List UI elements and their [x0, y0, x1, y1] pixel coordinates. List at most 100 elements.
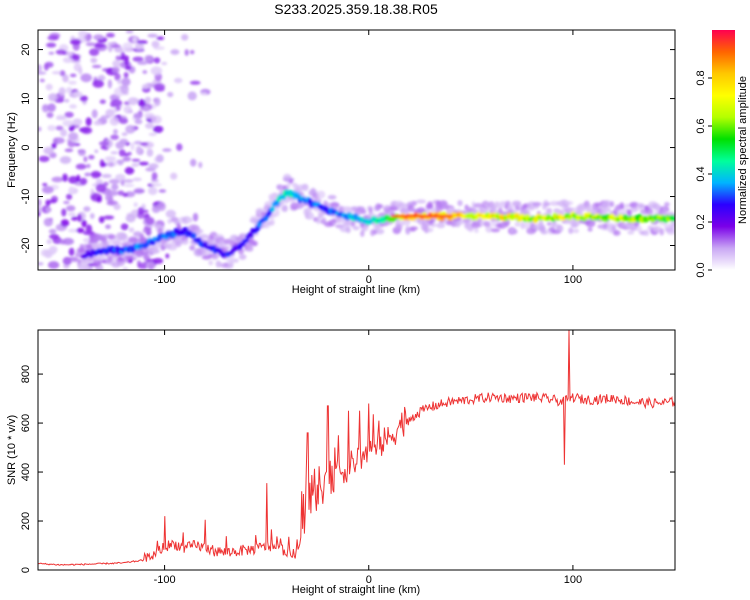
- heatmap-cell: [78, 67, 83, 75]
- heatmap-cell: [121, 132, 128, 136]
- heatmap-cell: [90, 57, 98, 64]
- snr-y-ticks: 0 200 400 600 800: [20, 365, 675, 573]
- heatmap-cell: [66, 193, 73, 200]
- heatmap-cell: [151, 40, 160, 48]
- heatmap-cell: [46, 42, 57, 48]
- heatmap-cell: [190, 158, 197, 167]
- heatmap-cell: [156, 36, 165, 41]
- heatmap-cell: [51, 71, 62, 75]
- heatmap-cell: [84, 172, 91, 177]
- heatmap-cell: [125, 255, 134, 260]
- x-tick-label: 100: [564, 274, 582, 286]
- heatmap-cell: [545, 208, 553, 216]
- heatmap-cell: [124, 65, 132, 71]
- heatmap-cell: [192, 212, 199, 222]
- heatmap-cell: [38, 64, 43, 72]
- heatmap-cell: [117, 190, 125, 196]
- heatmap-cell: [120, 85, 129, 94]
- heatmap-cell: [538, 220, 544, 229]
- heatmap-cell: [151, 205, 161, 213]
- heatmap-cell: [78, 149, 86, 157]
- heatmap-cell: [288, 179, 294, 184]
- heatmap-cell: [39, 78, 45, 83]
- heatmap-cell: [99, 74, 105, 80]
- snr-x-label: Height of straight line (km): [292, 584, 420, 596]
- heatmap-cell: [121, 77, 131, 87]
- heatmap-cell: [138, 161, 149, 166]
- heatmap-cell: [490, 228, 501, 233]
- x-tick-label: -100: [154, 274, 176, 286]
- heatmap-cell: [77, 213, 82, 223]
- heatmap-cell: [636, 225, 643, 233]
- heatmap-cell: [93, 35, 104, 40]
- snr-panel: -100 0 100 0 200 400 600 800 Height of straigh…: [6, 329, 676, 596]
- heatmap-cell: [613, 230, 621, 236]
- heatmap-cell: [131, 158, 141, 162]
- heatmap-cell: [619, 202, 625, 209]
- heatmap-cell: [507, 203, 514, 211]
- heatmap-cell: [207, 237, 214, 246]
- heatmap-cell: [147, 33, 158, 38]
- heatmap-cell: [60, 129, 68, 137]
- heatmap-cell: [286, 182, 291, 189]
- heatmap-cell: [137, 99, 146, 107]
- heatmap-cell: [345, 219, 352, 225]
- heatmap-cell: [123, 105, 132, 114]
- heatmap-cell: [411, 200, 417, 207]
- heatmap-cell: [401, 207, 407, 215]
- y-tick-label: 0: [20, 144, 32, 150]
- heatmap-cell: [190, 50, 195, 55]
- heatmap-cell: [602, 200, 612, 208]
- heatmap-cell: [38, 262, 44, 266]
- heatmap-cell: [48, 51, 55, 55]
- heatmap-cell: [233, 258, 239, 263]
- heatmap-cell: [546, 221, 552, 226]
- heatmap-cell: [100, 115, 110, 119]
- heatmap-cell: [305, 207, 312, 214]
- heatmap-cell: [105, 109, 115, 118]
- heatmap-cell: [111, 183, 119, 191]
- heatmap-cell: [118, 233, 128, 242]
- heatmap-cell: [46, 239, 52, 245]
- heatmap-cell: [568, 227, 574, 234]
- heatmap-cell: [81, 126, 93, 134]
- heatmap-cell: [55, 116, 67, 121]
- y-tick-label: 200: [20, 512, 32, 530]
- heatmap-cell: [124, 57, 129, 66]
- heatmap-cell: [76, 227, 85, 234]
- heatmap-cell: [457, 200, 463, 207]
- x-tick-label: 0: [366, 574, 372, 586]
- heatmap-cell: [112, 66, 120, 74]
- heatmap-cell: [66, 205, 76, 212]
- y-tick-label: 600: [20, 414, 32, 432]
- heatmap-cell: [137, 262, 149, 269]
- heatmap-cell: [38, 71, 47, 75]
- heatmap-cell: [62, 57, 73, 63]
- heatmap-cell: [59, 156, 72, 164]
- heatmap-cell: [247, 245, 254, 252]
- heatmap-cell: [137, 60, 148, 65]
- heatmap-cell: [122, 266, 128, 270]
- heatmap-cell: [147, 261, 155, 270]
- heatmap-cell: [170, 49, 180, 55]
- spectrogram-frame: [37, 29, 676, 271]
- snr-y-label: SNR (10 * v/v): [6, 415, 18, 485]
- heatmap-cell: [43, 217, 53, 227]
- heatmap-cell: [542, 199, 549, 208]
- heatmap-cell: [67, 228, 79, 233]
- heatmap-cell: [141, 84, 150, 89]
- heatmap-cell: [316, 190, 326, 199]
- heatmap-cell: [115, 173, 126, 181]
- heatmap-cell: [512, 208, 519, 214]
- snr-frame: [37, 329, 676, 571]
- heatmap-cell: [64, 98, 70, 103]
- heatmap-cell: [520, 221, 526, 230]
- heatmap-cell: [305, 212, 315, 220]
- figure-title: S233.2025.359.18.38.R05: [274, 1, 438, 17]
- heatmap-cell: [47, 103, 56, 112]
- heatmap-cell: [181, 239, 189, 245]
- heatmap-cell: [81, 219, 87, 228]
- y-tick-label: -20: [20, 238, 32, 254]
- heatmap-cell: [95, 44, 106, 48]
- heatmap-cell: [154, 86, 165, 92]
